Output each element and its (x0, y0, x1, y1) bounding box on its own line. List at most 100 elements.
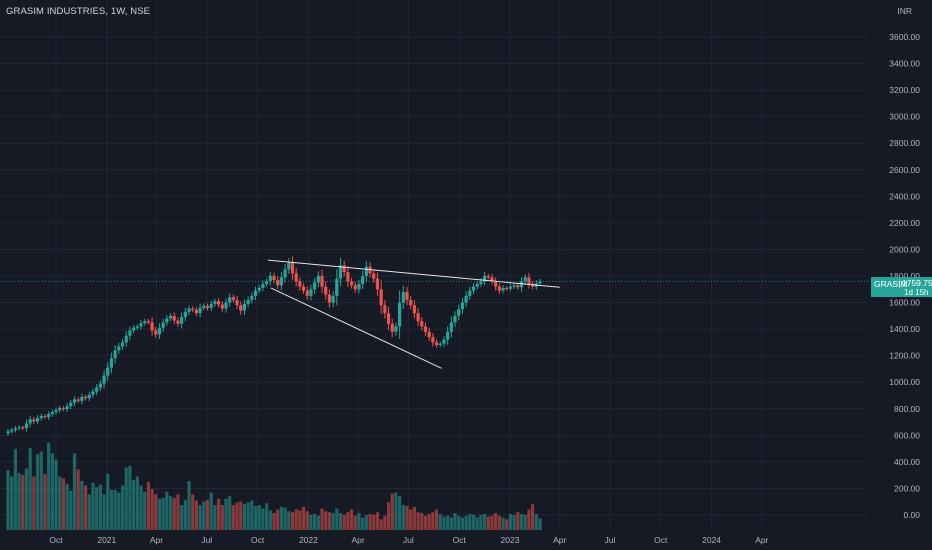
candle-body (47, 414, 51, 418)
candle-body (398, 302, 402, 327)
candle-body (335, 278, 339, 296)
volume-bar (383, 515, 387, 530)
trendlines[interactable] (268, 259, 560, 369)
volume-bar (113, 489, 117, 530)
volume-bar (501, 517, 505, 530)
price-tick-label: 2400.00 (889, 191, 920, 201)
volume-bar (294, 509, 298, 530)
volume-bar (453, 513, 457, 530)
candle-body (261, 283, 265, 288)
volume-bar (261, 508, 265, 530)
volume-bar (202, 501, 206, 530)
volume-bar (519, 513, 524, 530)
volume-bar (368, 513, 372, 530)
time-tick-label: 2021 (97, 535, 116, 545)
volume-bar (216, 498, 221, 530)
candle-body (390, 323, 394, 332)
candle-body (416, 313, 420, 322)
candle-body (224, 302, 228, 309)
volume-bar (198, 505, 202, 530)
volume-bar (468, 513, 472, 530)
volume-bar (531, 504, 535, 530)
candle-body (83, 396, 88, 399)
volume-bar (176, 494, 180, 530)
volume-bar (442, 516, 446, 530)
candle-body (253, 290, 258, 296)
trendline (268, 259, 560, 288)
price-tick-label: 3400.00 (889, 59, 920, 69)
candle-body (13, 428, 17, 431)
volume-bar (43, 473, 47, 530)
volume-bar (95, 487, 99, 530)
candle-body (220, 304, 224, 309)
time-tick-label: Apr (150, 535, 163, 545)
volume-bar (497, 515, 501, 530)
volume-bar (394, 492, 398, 530)
volume-bar (482, 513, 487, 530)
candle-body (523, 277, 527, 282)
volume-bar (239, 501, 243, 530)
candle-body (298, 281, 302, 287)
candle-body (379, 289, 383, 306)
candle-body (427, 331, 431, 338)
candle-body (434, 342, 439, 346)
candle-body (65, 406, 69, 410)
candle-body (250, 295, 254, 300)
volume-bar (265, 503, 269, 530)
candle-body (320, 276, 324, 287)
volume-bar (54, 459, 58, 530)
time-tick-label: 2024 (702, 535, 721, 545)
volume-bar (390, 493, 394, 530)
candle-body (401, 291, 405, 303)
time-axis[interactable]: Oct 2021 Apr Jul Oct 2022 Apr Jul Oct 2023 Apr Jul O… (49, 535, 768, 545)
candle-body (431, 337, 435, 343)
candle-body (202, 305, 206, 308)
candle-body (35, 418, 40, 422)
candle-body (357, 283, 361, 290)
candle-body (139, 323, 143, 327)
candle-body (187, 308, 191, 312)
volume-bar (224, 498, 228, 530)
volume-bar (449, 517, 453, 530)
candle-body (58, 408, 62, 411)
volume-bar (183, 499, 187, 530)
candle-body (468, 290, 472, 296)
volume-bar (346, 512, 350, 530)
candle-body (497, 286, 501, 291)
candle-body (301, 286, 306, 291)
volume-bar (505, 519, 509, 530)
volume-bar (320, 508, 324, 530)
volume-bar (357, 513, 361, 530)
price-tick-label: 3200.00 (889, 85, 920, 95)
candle-body (150, 322, 154, 331)
candle-body (176, 320, 180, 324)
volume-bar (431, 512, 435, 530)
candle-body (180, 317, 184, 324)
candle-body (191, 308, 195, 310)
candle-body (420, 321, 424, 327)
volume-bar (423, 515, 428, 530)
volume-bar (194, 500, 199, 530)
volume-bar (361, 517, 365, 530)
candle-body (61, 408, 66, 410)
price-tag-countdown: 1d 15h (904, 288, 929, 297)
candle-body (464, 295, 468, 303)
candle-body (24, 423, 29, 429)
volume-bar (272, 513, 276, 530)
time-tick-label: Apr (755, 535, 768, 545)
volume-bar (76, 469, 80, 530)
price-tick-label: 600.00 (894, 430, 920, 440)
volume-bar (205, 499, 210, 530)
volume-bar (231, 505, 235, 530)
volume-bar (150, 489, 154, 530)
candle-body (246, 299, 250, 304)
candle-body (43, 416, 47, 418)
volume-bar (457, 515, 461, 530)
candle-body (257, 287, 261, 291)
candle-body (106, 367, 110, 376)
price-tick-label: 1200.00 (889, 351, 920, 361)
volume-bar (342, 514, 346, 530)
volume-bar (279, 506, 283, 530)
price-axis[interactable]: 3600.00 3400.00 3200.00 3000.00 2800.00 2600.… (889, 32, 920, 520)
